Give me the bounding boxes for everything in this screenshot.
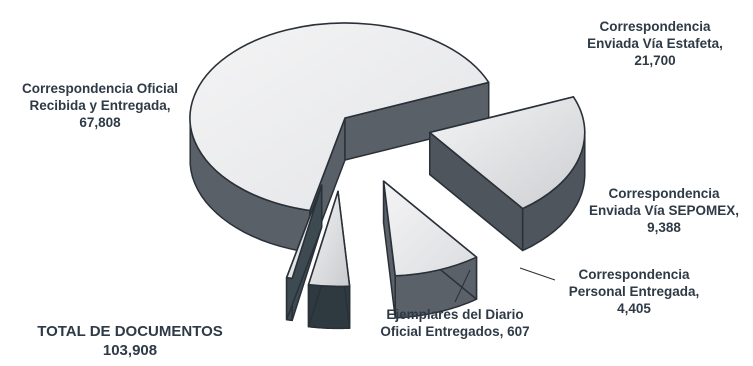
slice-label-personal: Correspondencia Personal Entregada, 4,40… <box>568 267 700 316</box>
slice-top <box>285 184 323 280</box>
slice-top <box>189 22 490 212</box>
slice-top <box>382 180 478 277</box>
pie-slice-4 <box>285 184 323 322</box>
slice-label-estafeta: Correspondencia Enviada Vía Estafeta, 21… <box>587 19 723 68</box>
slice-label-sepomex: Correspondencia Enviada Vía SEPOMEX, 9,3… <box>588 186 740 235</box>
pie-slice-1 <box>428 96 586 252</box>
leader-line-personal <box>519 267 556 281</box>
slice-top <box>428 96 586 210</box>
pie-slice-3 <box>307 190 351 330</box>
total-label: TOTAL DE DOCUMENTOS <box>37 323 223 340</box>
leader-line-diario <box>454 269 471 303</box>
total-documents: TOTAL DE DOCUMENTOS 103,908 <box>20 322 240 360</box>
slice-label-diario: Ejemplares del Diario Oficial Entregados… <box>380 307 530 339</box>
slice-top <box>307 190 351 288</box>
pie-slice-2 <box>382 180 478 319</box>
slice-label-oficial: Correspondencia Oficial Recibida y Entre… <box>21 81 179 130</box>
total-value: 103,908 <box>102 342 158 359</box>
